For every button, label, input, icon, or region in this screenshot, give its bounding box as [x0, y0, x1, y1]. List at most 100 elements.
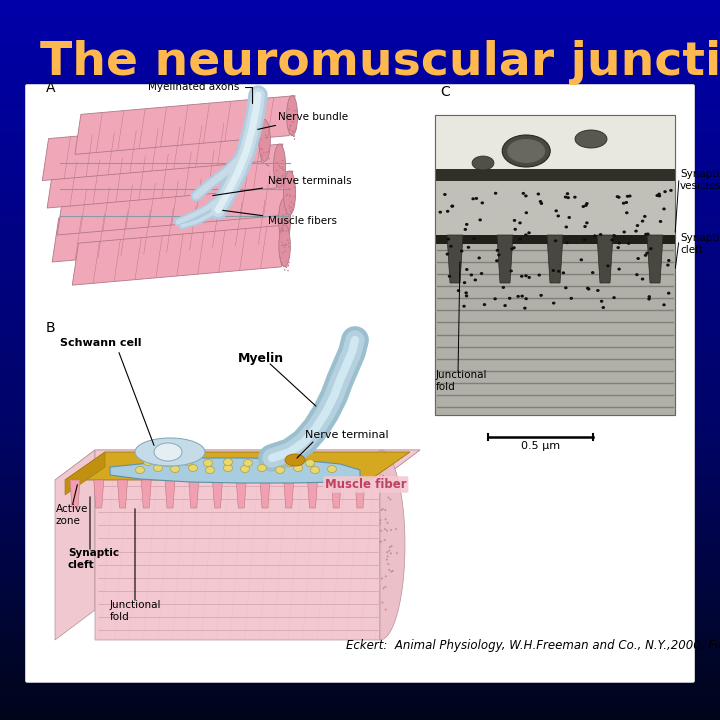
Ellipse shape [282, 242, 283, 243]
Ellipse shape [379, 523, 381, 525]
Text: Synaptic
cleft: Synaptic cleft [68, 549, 119, 570]
Ellipse shape [293, 117, 294, 119]
Ellipse shape [647, 295, 651, 298]
Ellipse shape [282, 160, 284, 161]
Text: Muscle fibers: Muscle fibers [222, 210, 337, 226]
Ellipse shape [223, 464, 233, 472]
Ellipse shape [184, 459, 192, 466]
FancyBboxPatch shape [435, 115, 675, 169]
Ellipse shape [474, 197, 478, 200]
Ellipse shape [328, 466, 336, 472]
Ellipse shape [143, 459, 153, 466]
Polygon shape [380, 450, 405, 640]
Polygon shape [260, 480, 270, 508]
Ellipse shape [565, 241, 569, 244]
Text: Synaptic
vesicles: Synaptic vesicles [680, 169, 720, 191]
Ellipse shape [288, 264, 289, 266]
Ellipse shape [258, 464, 266, 472]
Ellipse shape [554, 210, 558, 212]
Ellipse shape [289, 207, 290, 209]
Ellipse shape [613, 234, 616, 237]
Ellipse shape [667, 259, 670, 262]
Ellipse shape [657, 194, 661, 197]
Ellipse shape [292, 209, 293, 210]
Ellipse shape [384, 539, 386, 541]
Ellipse shape [384, 575, 387, 577]
Ellipse shape [509, 269, 513, 272]
Ellipse shape [669, 189, 672, 192]
Ellipse shape [554, 239, 557, 242]
Ellipse shape [513, 219, 516, 222]
Ellipse shape [582, 205, 585, 208]
Ellipse shape [290, 124, 292, 126]
Ellipse shape [601, 306, 605, 309]
Polygon shape [497, 235, 513, 283]
Polygon shape [597, 235, 613, 283]
Polygon shape [65, 452, 410, 480]
Ellipse shape [465, 268, 469, 271]
Ellipse shape [278, 182, 279, 184]
Ellipse shape [593, 234, 597, 238]
Ellipse shape [284, 251, 286, 252]
Ellipse shape [291, 134, 292, 135]
Ellipse shape [635, 273, 639, 276]
Ellipse shape [289, 194, 290, 196]
Ellipse shape [205, 467, 215, 474]
Ellipse shape [662, 207, 666, 210]
Ellipse shape [495, 249, 499, 252]
Ellipse shape [279, 198, 291, 242]
Ellipse shape [276, 180, 277, 181]
Ellipse shape [634, 230, 638, 233]
Ellipse shape [472, 156, 494, 170]
Ellipse shape [305, 459, 315, 467]
Ellipse shape [269, 158, 270, 159]
Ellipse shape [387, 522, 389, 524]
Ellipse shape [451, 204, 454, 207]
Polygon shape [212, 480, 222, 508]
Ellipse shape [291, 207, 292, 208]
Ellipse shape [649, 247, 652, 250]
Ellipse shape [288, 109, 289, 110]
Polygon shape [94, 480, 104, 508]
Ellipse shape [539, 294, 543, 297]
Ellipse shape [284, 244, 286, 246]
Ellipse shape [389, 546, 391, 548]
Text: Synaptic
cleft: Synaptic cleft [680, 233, 720, 255]
Polygon shape [331, 480, 341, 508]
Ellipse shape [463, 281, 467, 284]
Ellipse shape [564, 287, 567, 289]
Ellipse shape [390, 571, 392, 572]
Ellipse shape [266, 137, 268, 138]
Ellipse shape [521, 294, 524, 297]
Ellipse shape [390, 529, 392, 531]
Ellipse shape [387, 552, 388, 553]
Ellipse shape [282, 168, 284, 169]
Ellipse shape [467, 246, 470, 249]
Ellipse shape [384, 518, 387, 521]
Polygon shape [236, 480, 246, 508]
Ellipse shape [570, 297, 573, 300]
Ellipse shape [282, 178, 284, 179]
Ellipse shape [279, 225, 290, 267]
Polygon shape [547, 235, 563, 283]
Ellipse shape [636, 224, 639, 227]
FancyBboxPatch shape [25, 84, 695, 683]
Ellipse shape [289, 128, 290, 130]
Ellipse shape [626, 195, 629, 198]
Ellipse shape [583, 238, 586, 241]
Text: Muscle fiber: Muscle fiber [325, 478, 407, 491]
Ellipse shape [276, 170, 278, 171]
Ellipse shape [282, 176, 283, 177]
Polygon shape [42, 120, 268, 181]
Ellipse shape [585, 221, 589, 225]
Ellipse shape [266, 163, 267, 165]
Ellipse shape [153, 464, 163, 472]
Text: Active
zone: Active zone [56, 505, 89, 526]
Ellipse shape [163, 459, 173, 467]
Ellipse shape [516, 295, 520, 298]
Polygon shape [447, 235, 463, 283]
Ellipse shape [283, 230, 284, 232]
Ellipse shape [294, 135, 295, 137]
Ellipse shape [599, 233, 603, 236]
Ellipse shape [276, 179, 278, 180]
